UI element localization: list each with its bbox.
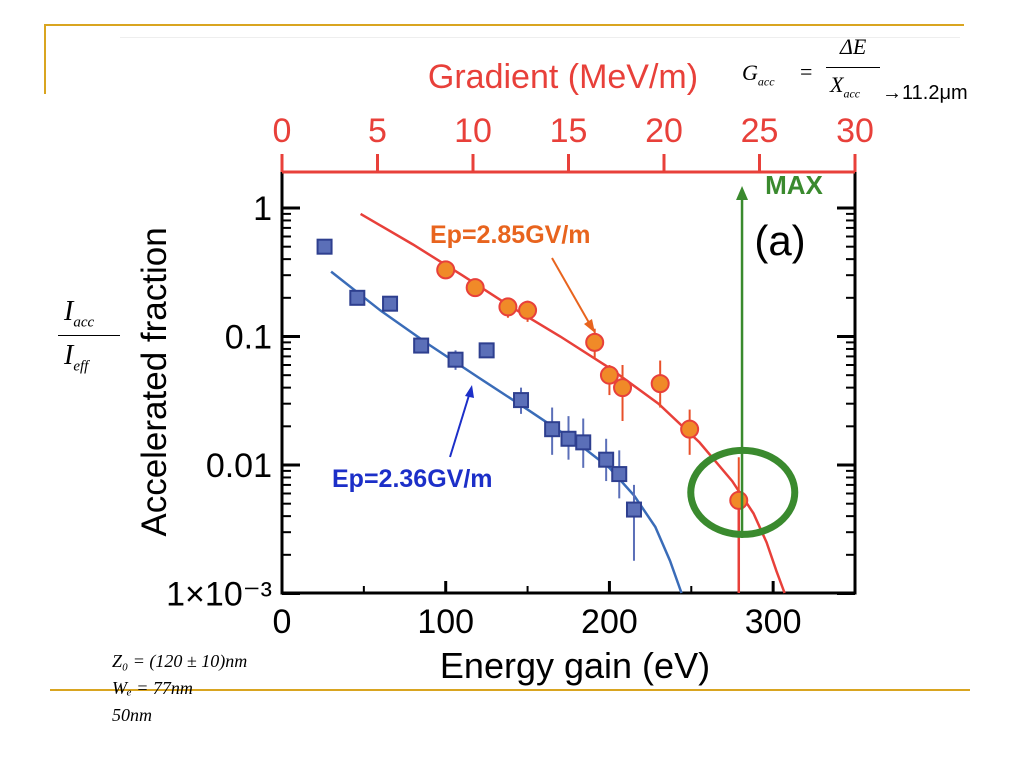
gradient-tick-label-5: 25 [741,112,779,150]
g-acc-symbol: Gacc [742,60,775,89]
data-point-0-2 [498,297,518,317]
data-point-1-0 [316,238,333,255]
gradient-tick-label-0: 0 [273,112,292,150]
data-point-0-5 [599,365,619,385]
max-label: MAX [765,170,823,200]
data-point-0-4 [585,332,605,352]
fraction-tick-label-2: 0.1 [225,319,272,357]
third-line: 50nm [112,705,152,725]
gradient-axis-title: Gradient (MeV/m) [428,58,698,96]
data-point-1-10 [598,451,615,468]
gradient-tick-label-3: 15 [550,112,588,150]
red-series-label: Ep=2.85GV/m [430,221,591,249]
fraction-formula: Iacc Ieff [56,296,126,396]
slide-faint-rule [120,37,960,38]
fraction-bar [58,335,120,336]
fraction-tick-label-0: 1×10⁻³ [166,576,272,614]
slide-top-rule [44,24,964,26]
energy-tick-label-2: 200 [581,603,638,641]
parameter-notes: Z₀ = (120 ± 10)nm Wₑ = 77nm 50nm [112,648,247,729]
data-point-1-7 [544,421,561,438]
data-point-1-6 [513,392,530,409]
i-acc-symbol: Iacc [64,296,95,331]
max-highlight-ellipse [687,446,799,538]
fraction-tick-label-1: 0.01 [206,447,272,485]
blue-series-arrow-head [465,385,474,398]
energy-axis-ticks: 0 100 200 300 [273,581,802,641]
blue-series-label: Ep=2.36GV/m [332,465,493,493]
data-point-0-8 [680,419,700,439]
slide-left-rule [44,24,46,94]
gradient-tick-label-1: 5 [368,112,387,150]
fraction-axis-ticks: 1×10⁻³ 0.01 0.1 1 [166,190,855,614]
fit-curve-1 [330,270,683,594]
fit-curves [330,212,786,594]
data-point-1-5 [478,342,495,359]
fraction-axis-title: Accelerated fraction [135,227,174,536]
data-point-1-2 [382,295,399,312]
energy-tick-label-1: 100 [417,603,474,641]
data-point-1-9 [575,434,592,451]
i-eff-symbol: Ieff [64,340,89,375]
data-point-1-11 [611,466,628,483]
data-point-0-9 [729,490,749,510]
blue-series-arrow [449,391,471,458]
data-point-1-1 [349,289,366,306]
data-point-1-8 [560,430,577,447]
gradient-axis-ticks: 0 5 10 15 20 25 30 [273,112,874,172]
data-point-0-7 [650,374,670,394]
z0-line: Z₀ = (120 ± 10)nm [112,651,248,671]
panel-label: (a) [754,217,805,264]
data-point-1-4 [447,351,464,368]
red-series-arrow-head [584,319,595,333]
energy-tick-label-0: 0 [273,603,292,641]
x-acc-symbol: Xacc [830,72,861,101]
red-series-arrow [551,257,593,329]
data-point-1-12 [625,501,642,518]
gradient-formula: Gacc = ΔE Xacc →11.2μm [742,34,1002,114]
we-line: Wₑ = 77nm [112,678,193,698]
fraction-bar [826,67,880,68]
gradient-tick-label-2: 10 [454,112,492,150]
fit-curve-0 [359,212,786,594]
gradient-tick-label-6: 30 [836,112,874,150]
energy-tick-label-3: 300 [745,603,802,641]
max-arrow-head [736,186,749,200]
delta-e: ΔE [840,34,867,59]
wavelength-value: →11.2μm [882,82,968,104]
fraction-tick-label-3: 1 [253,190,272,228]
data-point-0-0 [436,260,456,280]
data-point-0-3 [518,300,538,320]
error-bars [323,241,741,593]
data-point-0-6 [613,378,633,398]
data-point-0-1 [465,278,485,298]
equals-sign: = [800,59,813,84]
gradient-tick-label-4: 20 [645,112,683,150]
energy-axis-title: Energy gain (eV) [440,645,710,686]
data-point-1-3 [413,337,430,354]
slide-bottom-rule [50,689,970,691]
